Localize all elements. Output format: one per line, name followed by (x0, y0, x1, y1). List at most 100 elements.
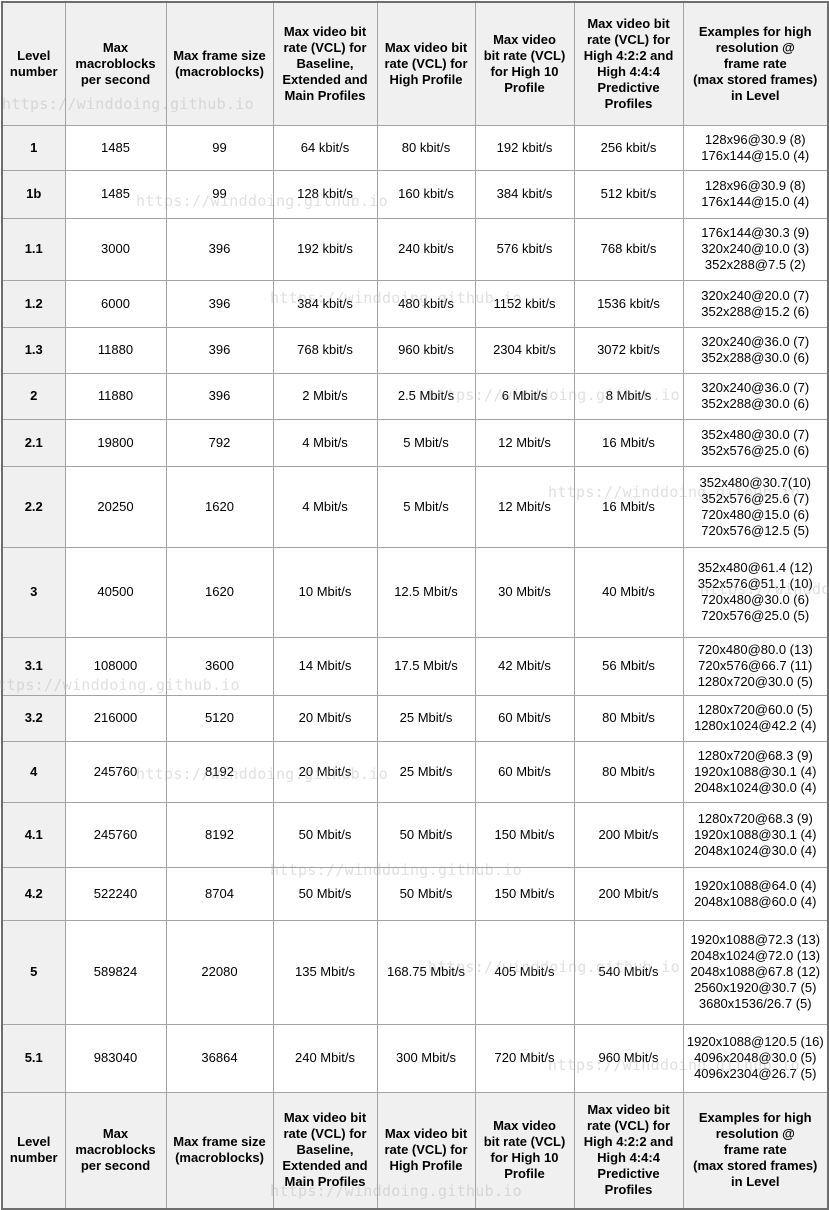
bitrate-bem-cell: 768 kbit/s (272, 326, 378, 374)
bitrate-bem-cell: 50 Mbit/s (272, 801, 378, 868)
bitrate-high10-cell: 60 Mbit/s (474, 694, 575, 742)
max-frame-size-cell: 8192 (165, 740, 274, 803)
bitrate-high422444-cell: 200 Mbit/s (573, 866, 684, 921)
bitrate-high422444-cell: 56 Mbit/s (573, 636, 684, 696)
table-row: 2 11880 396 2 Mbit/s 2.5 Mbit/s 6 Mbit/s 8 Mbi… (1, 372, 829, 420)
bitrate-high10-cell: 384 kbit/s (474, 169, 575, 219)
bitrate-bem-cell: 192 kbit/s (272, 217, 378, 281)
bitrate-bem-cell: 4 Mbit/s (272, 418, 378, 467)
level-cell: 1b (1, 169, 66, 219)
bitrate-high-cell: 25 Mbit/s (376, 694, 476, 742)
level-cell: 1.3 (1, 326, 66, 374)
examples-cell: 320x240@36.0 (7) 352x288@30.0 (6) (682, 326, 829, 374)
table-row: 1b 1485 99 128 kbit/s 160 kbit/s 384 kbit/s 51… (1, 169, 829, 219)
bitrate-bem-cell: 64 kbit/s (272, 124, 378, 171)
bitrate-high-cell: 5 Mbit/s (376, 465, 476, 548)
max-frame-size-cell: 396 (165, 217, 274, 281)
level-cell: 3.1 (1, 636, 66, 696)
examples-cell: 1920x1088@120.5 (16) 4096x2048@30.0 (5) … (682, 1023, 829, 1093)
max-frame-size-cell: 3600 (165, 636, 274, 696)
bitrate-high422444-cell: 16 Mbit/s (573, 465, 684, 548)
bitrate-high10-cell: 12 Mbit/s (474, 418, 575, 467)
bitrate-bem-cell: 20 Mbit/s (272, 740, 378, 803)
max-macroblocks-per-second-cell: 11880 (64, 372, 167, 420)
examples-cell: 1280x720@60.0 (5) 1280x1024@42.2 (4) (682, 694, 829, 742)
examples-cell: 128x96@30.9 (8) 176x144@15.0 (4) (682, 169, 829, 219)
bitrate-high10-cell: 6 Mbit/s (474, 372, 575, 420)
level-cell: 1.2 (1, 279, 66, 328)
examples-cell: 320x240@20.0 (7) 352x288@15.2 (6) (682, 279, 829, 328)
bitrate-high-cell: 300 Mbit/s (376, 1023, 476, 1093)
max-macroblocks-per-second-cell: 216000 (64, 694, 167, 742)
level-cell: 2.2 (1, 465, 66, 548)
bitrate-high-cell: 240 kbit/s (376, 217, 476, 281)
bitrate-high10-cell: 720 Mbit/s (474, 1023, 575, 1093)
max-macroblocks-per-second-cell: 522240 (64, 866, 167, 921)
bitrate-high10-cell: 42 Mbit/s (474, 636, 575, 696)
max-frame-size-cell: 99 (165, 169, 274, 219)
bitrate-high10-cell: 405 Mbit/s (474, 919, 575, 1025)
bitrate-high422444-cell: 512 kbit/s (573, 169, 684, 219)
column-header-7: Examples for high resolution @ frame rat… (682, 1, 829, 126)
bitrate-high422444-cell: 540 Mbit/s (573, 919, 684, 1025)
bitrate-high-cell: 25 Mbit/s (376, 740, 476, 803)
bitrate-high10-cell: 576 kbit/s (474, 217, 575, 281)
level-cell: 4.2 (1, 866, 66, 921)
max-frame-size-cell: 8192 (165, 801, 274, 868)
bitrate-high10-cell: 60 Mbit/s (474, 740, 575, 803)
column-header-3: Max video bit rate (VCL) for Baseline, E… (272, 1, 378, 126)
bitrate-high422444-cell: 40 Mbit/s (573, 546, 684, 638)
bitrate-high10-cell: 30 Mbit/s (474, 546, 575, 638)
bitrate-high422444-cell: 8 Mbit/s (573, 372, 684, 420)
column-header-6: Max video bit rate (VCL) for High 4:2:2 … (573, 1091, 684, 1210)
bitrate-high-cell: 50 Mbit/s (376, 866, 476, 921)
bitrate-bem-cell: 50 Mbit/s (272, 866, 378, 921)
level-cell: 4 (1, 740, 66, 803)
bitrate-high-cell: 960 kbit/s (376, 326, 476, 374)
max-frame-size-cell: 792 (165, 418, 274, 467)
examples-cell: 1280x720@68.3 (9) 1920x1088@30.1 (4) 204… (682, 801, 829, 868)
table-row: 3.2 216000 5120 20 Mbit/s 25 Mbit/s 60 Mbit/s… (1, 694, 829, 742)
bitrate-bem-cell: 128 kbit/s (272, 169, 378, 219)
examples-cell: 352x480@30.0 (7) 352x576@25.0 (6) (682, 418, 829, 467)
examples-cell: 176x144@30.3 (9) 320x240@10.0 (3) 352x28… (682, 217, 829, 281)
table-row: 3.1 108000 3600 14 Mbit/s 17.5 Mbit/s 42 Mbit… (1, 636, 829, 696)
level-cell: 2 (1, 372, 66, 420)
table-row: 1.3 11880 396 768 kbit/s 960 kbit/s 2304 kbit… (1, 326, 829, 374)
level-cell: 1.1 (1, 217, 66, 281)
table-body: 1 1485 99 64 kbit/s 80 kbit/s 192 kbit/s 256 k… (1, 124, 829, 1093)
table-row: 4 245760 8192 20 Mbit/s 25 Mbit/s 60 Mbit/s 80… (1, 740, 829, 803)
table-row: 1.2 6000 396 384 kbit/s 480 kbit/s 1152 kbit/… (1, 279, 829, 328)
table-row: 2.2 20250 1620 4 Mbit/s 5 Mbit/s 12 Mbit/s 16 … (1, 465, 829, 548)
level-cell: 5.1 (1, 1023, 66, 1093)
column-header-0: Level number (1, 1091, 66, 1210)
bitrate-high10-cell: 150 Mbit/s (474, 801, 575, 868)
bitrate-high10-cell: 150 Mbit/s (474, 866, 575, 921)
level-cell: 5 (1, 919, 66, 1025)
bitrate-high-cell: 17.5 Mbit/s (376, 636, 476, 696)
table-row: 3 40500 1620 10 Mbit/s 12.5 Mbit/s 30 Mbit/s 4… (1, 546, 829, 638)
table-row: 1 1485 99 64 kbit/s 80 kbit/s 192 kbit/s 256 k… (1, 124, 829, 171)
bitrate-high422444-cell: 1536 kbit/s (573, 279, 684, 328)
max-frame-size-cell: 396 (165, 326, 274, 374)
footer-row: Level number Max macroblocks per second Ma… (1, 1091, 829, 1210)
examples-cell: 128x96@30.9 (8) 176x144@15.0 (4) (682, 124, 829, 171)
level-cell: 1 (1, 124, 66, 171)
max-macroblocks-per-second-cell: 19800 (64, 418, 167, 467)
max-macroblocks-per-second-cell: 3000 (64, 217, 167, 281)
bitrate-high422444-cell: 16 Mbit/s (573, 418, 684, 467)
bitrate-high422444-cell: 80 Mbit/s (573, 694, 684, 742)
column-header-7: Examples for high resolution @ frame rat… (682, 1091, 829, 1210)
bitrate-high-cell: 160 kbit/s (376, 169, 476, 219)
examples-cell: 1920x1088@72.3 (13) 2048x1024@72.0 (13) … (682, 919, 829, 1025)
header-row: Level number Max macroblocks per second Ma… (1, 1, 829, 126)
bitrate-bem-cell: 384 kbit/s (272, 279, 378, 328)
max-macroblocks-per-second-cell: 1485 (64, 169, 167, 219)
examples-cell: 1280x720@68.3 (9) 1920x1088@30.1 (4) 204… (682, 740, 829, 803)
bitrate-high-cell: 12.5 Mbit/s (376, 546, 476, 638)
bitrate-high10-cell: 192 kbit/s (474, 124, 575, 171)
bitrate-high10-cell: 12 Mbit/s (474, 465, 575, 548)
bitrate-bem-cell: 14 Mbit/s (272, 636, 378, 696)
